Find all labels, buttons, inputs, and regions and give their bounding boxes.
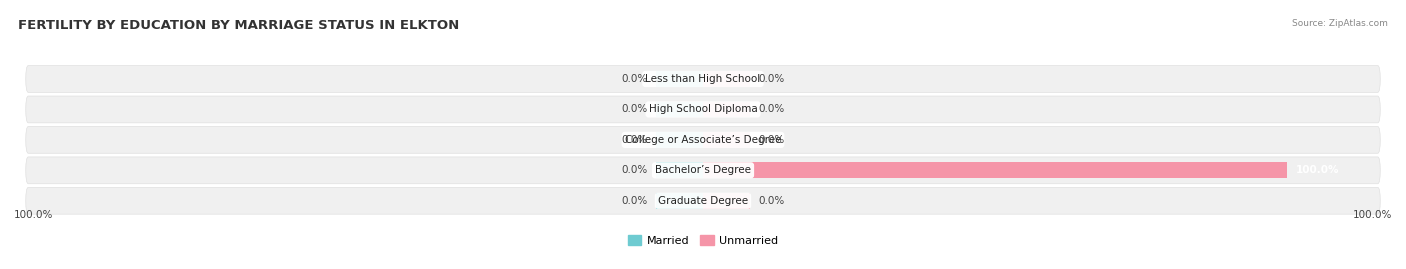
Text: 0.0%: 0.0% (621, 74, 648, 84)
FancyBboxPatch shape (25, 126, 1381, 153)
Text: Bachelor’s Degree: Bachelor’s Degree (655, 165, 751, 175)
Bar (703, 162, 1286, 178)
Bar (703, 193, 749, 209)
Text: 100.0%: 100.0% (1353, 210, 1392, 220)
FancyBboxPatch shape (25, 157, 1381, 184)
Text: 0.0%: 0.0% (758, 135, 785, 145)
Bar (657, 101, 703, 117)
Text: 0.0%: 0.0% (758, 74, 785, 84)
Legend: Married, Unmarried: Married, Unmarried (623, 231, 783, 250)
Bar (657, 71, 703, 87)
Bar (657, 193, 703, 209)
Text: 0.0%: 0.0% (758, 104, 785, 114)
Text: 0.0%: 0.0% (621, 104, 648, 114)
Text: High School Diploma: High School Diploma (648, 104, 758, 114)
FancyBboxPatch shape (25, 66, 1381, 92)
Text: 0.0%: 0.0% (758, 196, 785, 206)
Bar (657, 162, 703, 178)
Text: 100.0%: 100.0% (1295, 165, 1339, 175)
Text: 0.0%: 0.0% (621, 196, 648, 206)
Text: 0.0%: 0.0% (621, 165, 648, 175)
Text: Graduate Degree: Graduate Degree (658, 196, 748, 206)
Text: 0.0%: 0.0% (621, 135, 648, 145)
Bar (703, 132, 749, 148)
FancyBboxPatch shape (25, 96, 1381, 123)
Text: Less than High School: Less than High School (645, 74, 761, 84)
Text: College or Associate’s Degree: College or Associate’s Degree (624, 135, 782, 145)
Text: 100.0%: 100.0% (14, 210, 53, 220)
Bar (703, 101, 749, 117)
Bar (703, 71, 749, 87)
Text: FERTILITY BY EDUCATION BY MARRIAGE STATUS IN ELKTON: FERTILITY BY EDUCATION BY MARRIAGE STATU… (18, 19, 460, 32)
Text: Source: ZipAtlas.com: Source: ZipAtlas.com (1292, 19, 1388, 28)
Bar (657, 132, 703, 148)
FancyBboxPatch shape (25, 187, 1381, 214)
